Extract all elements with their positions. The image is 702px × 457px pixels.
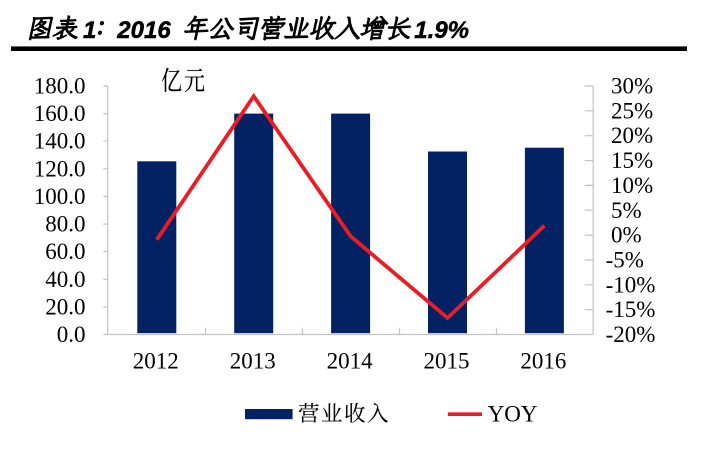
svg-text:1: 1: [83, 17, 96, 44]
svg-text:2016: 2016: [116, 17, 171, 44]
svg-text:25%: 25%: [611, 98, 653, 123]
svg-text:1.9%: 1.9%: [414, 17, 469, 44]
svg-text:5%: 5%: [611, 198, 642, 223]
svg-text:100.0: 100.0: [34, 184, 86, 209]
svg-text:2014: 2014: [327, 348, 374, 373]
svg-text:120.0: 120.0: [34, 156, 86, 181]
svg-text:20%: 20%: [611, 123, 653, 148]
svg-text:2016: 2016: [520, 348, 566, 373]
svg-text:2013: 2013: [230, 348, 276, 373]
svg-text:160.0: 160.0: [34, 101, 86, 126]
svg-text:0.0: 0.0: [57, 322, 86, 347]
svg-text:180.0: 180.0: [34, 74, 86, 99]
svg-text:-10%: -10%: [606, 272, 656, 297]
svg-text:80.0: 80.0: [45, 212, 85, 237]
svg-text:-20%: -20%: [606, 322, 656, 347]
svg-text:-15%: -15%: [606, 297, 656, 322]
svg-text:30%: 30%: [611, 74, 653, 99]
svg-text:15%: 15%: [611, 148, 653, 173]
svg-text:40.0: 40.0: [45, 267, 85, 292]
svg-text:10%: 10%: [611, 173, 653, 198]
svg-text:2012: 2012: [133, 348, 179, 373]
svg-text:20.0: 20.0: [45, 294, 85, 319]
svg-text:140.0: 140.0: [34, 129, 86, 154]
svg-text:2015: 2015: [424, 348, 470, 373]
svg-text:-5%: -5%: [606, 248, 644, 273]
svg-text:0%: 0%: [611, 223, 642, 248]
svg-text:60.0: 60.0: [45, 239, 85, 264]
svg-text:YOY: YOY: [488, 402, 538, 427]
